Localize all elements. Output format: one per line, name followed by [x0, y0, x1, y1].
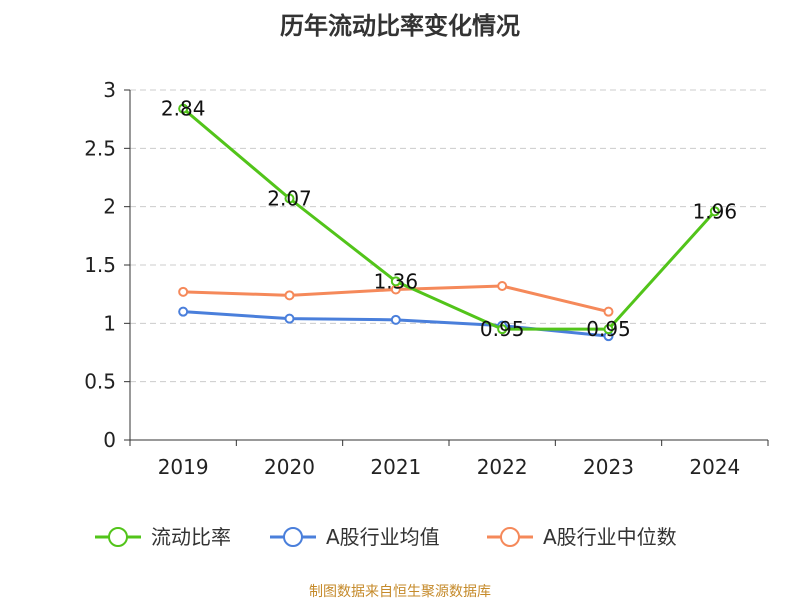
- y-tick-label: 3: [103, 78, 116, 102]
- chart-title: 历年流动比率变化情况: [280, 12, 520, 40]
- data-label: 1.36: [374, 269, 419, 293]
- data-labels: 2.84 2.07 1.36 0.95 0.95 1.96: [161, 97, 738, 341]
- data-point: [603, 324, 614, 335]
- data-point: [284, 193, 295, 204]
- data-point: [390, 314, 401, 325]
- legend-marker-icon: [283, 527, 303, 547]
- data-point: [497, 281, 508, 291]
- x-tick-label: 2024: [689, 455, 740, 479]
- legend-item-2[interactable]: A股行业中位数: [487, 525, 677, 549]
- y-tick-label: 0.5: [84, 370, 116, 394]
- data-label: 2.84: [161, 97, 206, 121]
- axes: 0 0.5 1 1.5 2 2.5 3 2019 2020 2021 2022 2023 2024: [84, 78, 769, 479]
- legend-marker-icon: [108, 527, 128, 547]
- data-point: [497, 324, 508, 335]
- data-label: 0.95: [586, 317, 631, 341]
- y-tick-label: 2: [103, 195, 116, 219]
- x-tick-label: 2022: [477, 455, 528, 479]
- legend-label: 流动比率: [151, 525, 231, 549]
- legend-marker-icon: [500, 527, 520, 547]
- data-point: [178, 286, 189, 297]
- legend-item-1[interactable]: A股行业均值: [270, 525, 440, 549]
- series-lines: [178, 103, 720, 342]
- series-line-0: [182, 107, 716, 331]
- y-tick-label: 1.5: [84, 253, 116, 277]
- legend-item-0[interactable]: 流动比率: [95, 525, 231, 549]
- legend-label: A股行业中位数: [543, 525, 677, 549]
- y-tick-label: 2.5: [84, 136, 116, 160]
- data-label: 0.95: [480, 317, 525, 341]
- source-note: 制图数据来自恒生聚源数据库: [309, 584, 491, 600]
- legend-label: A股行业均值: [326, 525, 440, 549]
- data-label: 1.96: [693, 199, 738, 223]
- x-tick-label: 2019: [158, 455, 209, 479]
- legend[interactable]: 流动比率 A股行业均值 A股行业中位数: [95, 525, 677, 549]
- data-point: [603, 306, 614, 317]
- x-tick-label: 2023: [583, 455, 634, 479]
- x-tick-label: 2021: [370, 455, 421, 479]
- data-point: [390, 276, 401, 287]
- data-point: [178, 306, 189, 317]
- y-tick-label: 1: [103, 311, 116, 335]
- data-point: [284, 313, 295, 324]
- data-point: [178, 103, 189, 114]
- data-point: [709, 206, 720, 217]
- grid-lines: [130, 89, 768, 383]
- data-label: 2.07: [267, 187, 312, 211]
- y-tick-label: 0: [103, 428, 116, 452]
- x-tick-label: 2020: [264, 455, 315, 479]
- data-point: [284, 290, 295, 301]
